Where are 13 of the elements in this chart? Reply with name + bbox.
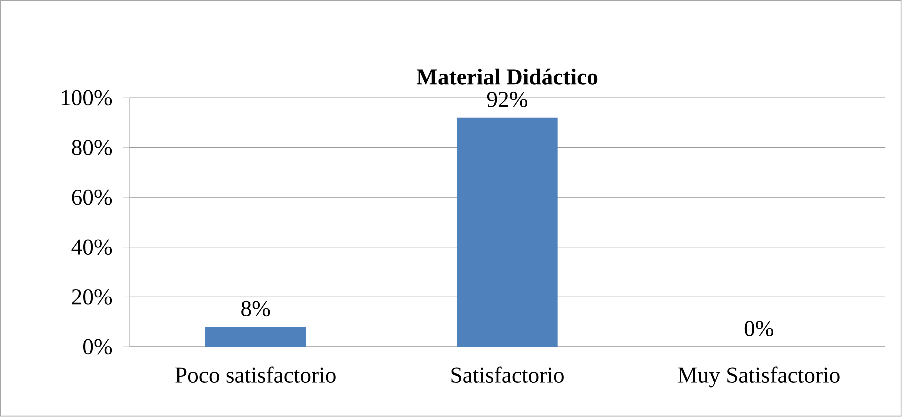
x-tick-label: Poco satisfactorio xyxy=(176,366,336,383)
y-tick-label: 100% xyxy=(62,90,112,106)
y-tick-label: 60% xyxy=(72,190,112,206)
y-tick-label: 20% xyxy=(72,290,112,305)
y-tick-label: 80% xyxy=(72,140,112,156)
y-tick-label: 40% xyxy=(72,240,112,256)
x-tick-label: Muy Satisfactorio xyxy=(678,366,840,388)
data-label: 0% xyxy=(744,321,774,336)
chart-title: Material Didáctico xyxy=(416,68,598,85)
data-label: 8% xyxy=(242,301,270,317)
y-tick-label: 0% xyxy=(84,339,112,355)
data-label: 92% xyxy=(487,92,528,108)
x-tick-label: Satisfactorio xyxy=(452,366,564,383)
